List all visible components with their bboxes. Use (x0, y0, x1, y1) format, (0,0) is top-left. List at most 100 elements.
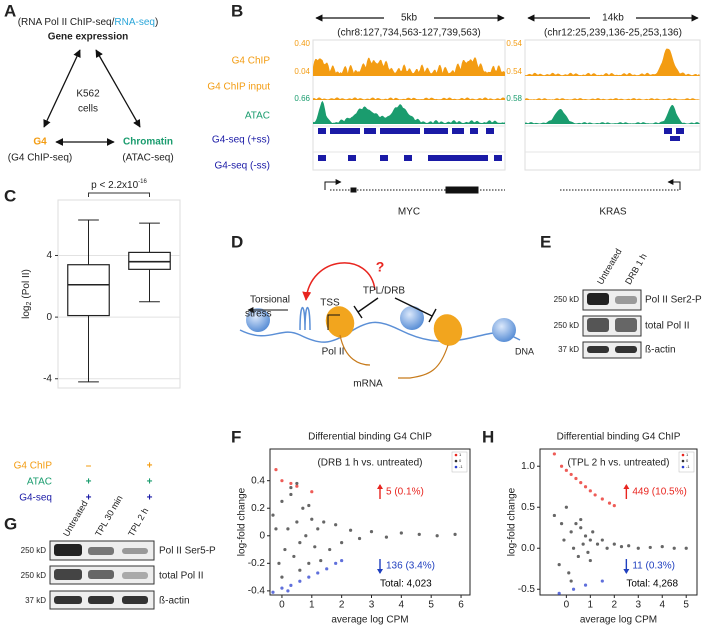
point (340, 541, 344, 545)
x-tick-label: 0 (564, 600, 570, 611)
mechanism-diagram (239, 262, 521, 379)
panel-label: H (482, 427, 494, 446)
point (316, 527, 320, 531)
point (298, 568, 302, 572)
label: DNA (515, 346, 534, 356)
point (571, 587, 576, 591)
y-tick-label: 0.4 (251, 475, 265, 486)
point (588, 558, 592, 563)
point (559, 522, 564, 526)
annotation-arrowhead (623, 569, 630, 574)
track-label: ATAC (245, 111, 270, 122)
point (417, 532, 421, 536)
point (295, 520, 299, 524)
point (600, 579, 604, 583)
signal-track (525, 48, 700, 76)
point (612, 503, 616, 508)
point (348, 528, 353, 532)
point (636, 546, 640, 550)
chart-title: Differential binding G4 ChIP (557, 432, 681, 443)
point (571, 546, 576, 550)
x-tick-label: 6 (458, 600, 464, 611)
blot-label: ß-actin (645, 345, 676, 356)
lane-label: TPL 30 min (93, 494, 125, 539)
blot-label: Pol II Ser5-P (159, 546, 216, 557)
point (271, 590, 275, 594)
y-tick-label: -0.4 (248, 586, 266, 597)
y-tick-label: 0.2 (251, 503, 265, 514)
legend-swatch (454, 465, 458, 469)
size-label: 37 kD (25, 596, 46, 605)
point (567, 571, 571, 575)
track-label: G4 ChIP input (207, 82, 270, 93)
header-part: ) (155, 17, 158, 28)
label: Pol II (322, 347, 345, 358)
row-sign: + (147, 461, 153, 472)
point (583, 534, 588, 538)
legend-label: -1 (686, 464, 690, 469)
genome-browser: 5kb (chr8:127,734,563-127,739,563) 14kb … (207, 13, 701, 218)
x-tick-label: 4 (399, 600, 405, 611)
y-tick-label: 4 (46, 250, 52, 261)
point (574, 522, 578, 526)
point (289, 481, 293, 486)
annotation: 11 (0.3%) (632, 561, 675, 572)
header-rna: RNA-seq (114, 17, 155, 28)
row-sign: + (147, 493, 153, 504)
chromatin-method: (ATAC-seq) (122, 153, 173, 164)
point (586, 550, 590, 554)
western-blot (582, 289, 642, 359)
point (357, 536, 362, 541)
point (313, 545, 317, 549)
chromatin-label: Chromatin (123, 137, 173, 148)
point (307, 561, 311, 565)
point (672, 546, 676, 550)
point (648, 545, 652, 550)
legend-swatch (454, 459, 458, 463)
point (280, 575, 284, 579)
point (605, 546, 609, 550)
y-tick-label: 1.0 (521, 461, 535, 472)
track-scale: 0.40 (294, 39, 310, 48)
blot-label: Pol II Ser2-P (645, 295, 702, 306)
legend-label: 0 (459, 458, 462, 463)
point (591, 530, 595, 534)
point (295, 481, 299, 486)
row-sign: + (86, 493, 92, 504)
x-tick-label: 4 (659, 600, 665, 611)
x-tick-label: 2 (339, 600, 345, 611)
western-blot (49, 540, 155, 610)
panel-label: F (231, 427, 241, 446)
point (298, 579, 302, 583)
y-label-sub: 2 (26, 302, 33, 306)
point (564, 505, 568, 509)
point (384, 535, 389, 539)
bracket (88, 192, 150, 197)
point (274, 468, 278, 472)
point (316, 571, 320, 575)
y-tick-label: 0 (46, 312, 52, 323)
plot-area (269, 448, 471, 596)
annotation: Total: 4,268 (626, 579, 678, 590)
panel-label: C (4, 186, 16, 205)
track-label: G4-seq (-ss) (214, 161, 270, 172)
point (559, 464, 564, 468)
y-label-main: log (21, 306, 32, 319)
p-value-main: p < 2.2x10 (91, 180, 138, 191)
lane-label: Untreated (595, 247, 623, 286)
point (280, 586, 284, 590)
label: Torsional (250, 295, 290, 306)
point (289, 485, 293, 490)
gene-name: KRAS (599, 207, 627, 218)
annotation: 449 (10.5%) (632, 487, 686, 498)
x-axis-label: average log CPM (580, 615, 657, 626)
x-tick-label: 3 (369, 600, 375, 611)
g4-label: G4 (33, 137, 47, 148)
blot-label: total Pol II (159, 571, 203, 582)
header: (RNA Pol II ChIP-seq/RNA-seq) (18, 17, 159, 28)
point (684, 546, 688, 550)
point (583, 583, 588, 587)
chart-subtitle: (TPL 2 h vs. untreated) (568, 458, 670, 469)
point (307, 503, 311, 508)
point (579, 526, 583, 530)
